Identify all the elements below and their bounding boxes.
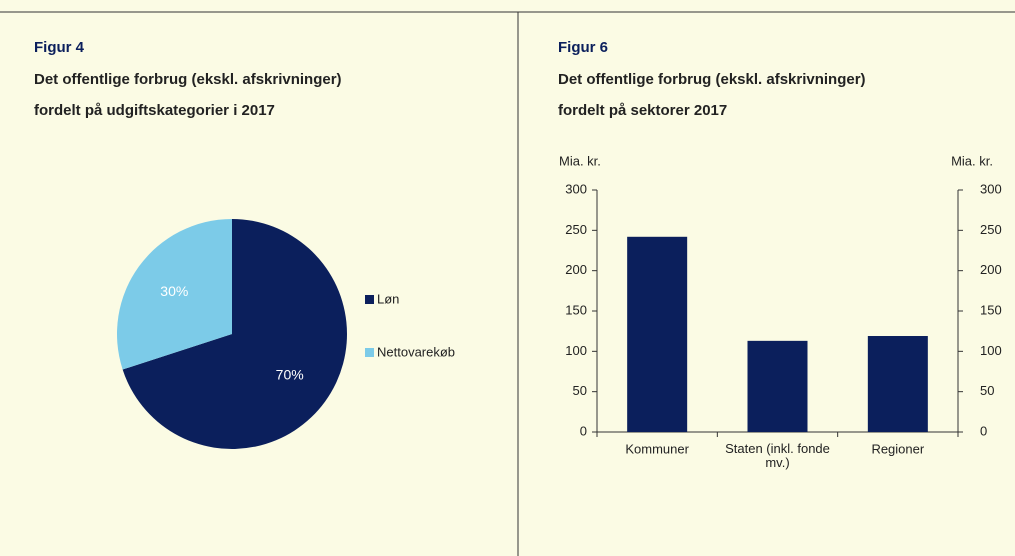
bar: [867, 336, 928, 432]
y-tick-label: 250: [565, 222, 587, 237]
y-tick-label: 0: [580, 423, 587, 438]
figure-label: Figur 6: [558, 39, 608, 56]
y-tick-label: 150: [565, 302, 587, 317]
chart-title: fordelt på sektorer 2017: [558, 102, 727, 119]
legend-label: Løn: [377, 291, 399, 306]
x-tick-label: Regioner: [871, 441, 924, 456]
data-label: 70%: [276, 367, 304, 383]
y2-tick-label: 200: [980, 262, 1002, 277]
pie-slice: [117, 219, 232, 370]
legend-swatch: [365, 295, 374, 304]
x-tick-label: Kommuner: [625, 441, 689, 456]
chart-title: Det offentlige forbrug (ekskl. afskrivni…: [34, 71, 342, 88]
data-label: 30%: [160, 283, 188, 299]
pie-slice: [122, 219, 347, 449]
y2-tick-label: 300: [980, 181, 1002, 196]
y-axis-label: Mia. kr.: [559, 153, 601, 168]
y2-tick-label: 250: [980, 222, 1002, 237]
y2-tick-label: 100: [980, 343, 1002, 358]
y-tick-label: 200: [565, 262, 587, 277]
legend-swatch: [365, 348, 374, 357]
y2-tick-label: 0: [980, 423, 987, 438]
y-tick-label: 300: [565, 181, 587, 196]
chart-title: fordelt på udgiftskategorier i 2017: [34, 102, 275, 119]
y-tick-label: 50: [573, 383, 587, 398]
y-tick-label: 100: [565, 343, 587, 358]
y2-axis-label: Mia. kr.: [951, 153, 993, 168]
bar: [747, 340, 808, 432]
x-tick-label: Staten (inkl. fonde mv.): [725, 441, 830, 470]
legend-label: Nettovarekøb: [377, 344, 455, 359]
chart-title: Det offentlige forbrug (ekskl. afskrivni…: [558, 71, 866, 88]
y2-tick-label: 50: [980, 383, 994, 398]
bar: [627, 236, 688, 432]
figure-label: Figur 4: [34, 39, 85, 56]
y2-tick-label: 150: [980, 302, 1002, 317]
